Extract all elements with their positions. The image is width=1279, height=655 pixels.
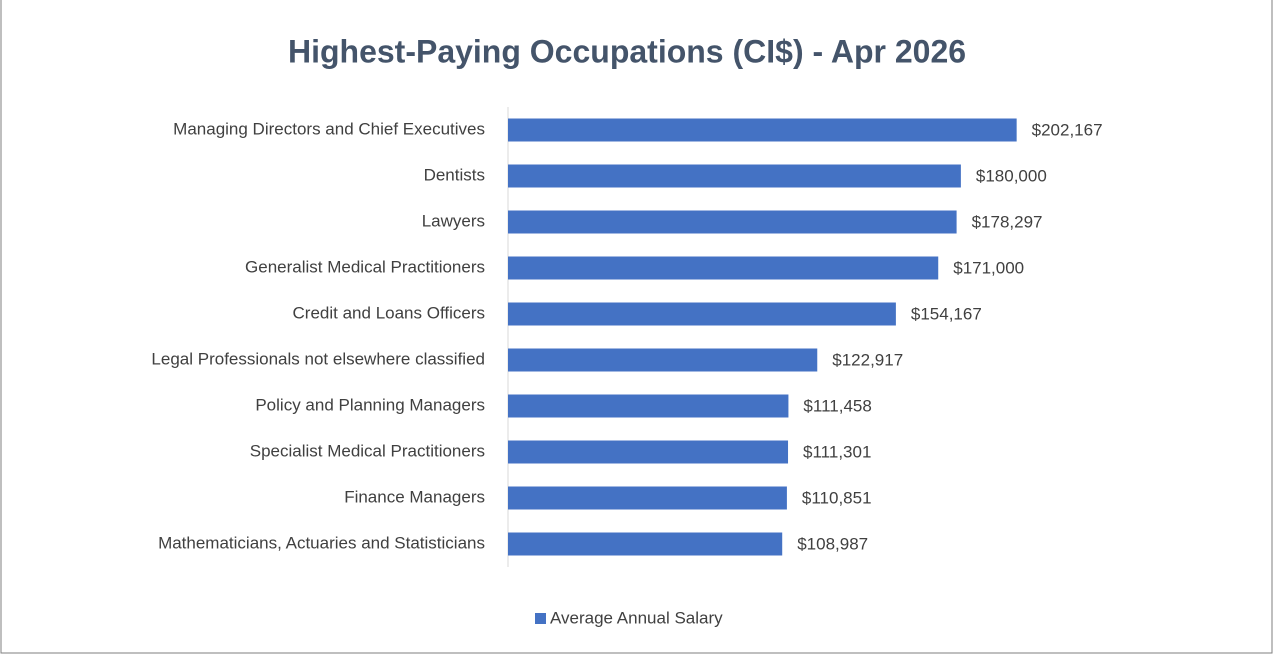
bar <box>508 210 957 234</box>
data-label: $154,167 <box>911 304 982 323</box>
data-label: $202,167 <box>1032 120 1103 139</box>
bar <box>508 532 783 556</box>
bar <box>508 486 787 510</box>
data-label: $171,000 <box>953 258 1024 277</box>
data-label: $111,458 <box>803 396 871 415</box>
data-label: $111,301 <box>803 442 871 461</box>
y-tick-label: Legal Professionals not elsewhere classi… <box>151 349 485 368</box>
bar <box>508 118 1017 142</box>
data-label: $178,297 <box>972 212 1043 231</box>
y-tick-label: Finance Managers <box>344 487 485 506</box>
y-tick-label: Specialist Medical Practitioners <box>250 441 485 460</box>
y-tick-label: Mathematicians, Actuaries and Statistici… <box>158 533 485 552</box>
y-tick-label: Managing Directors and Chief Executives <box>173 119 485 138</box>
legend-swatch <box>535 613 546 624</box>
y-tick-label: Dentists <box>424 165 485 184</box>
data-label: $180,000 <box>976 166 1047 185</box>
chart-title: Highest-Paying Occupations (CI$) - Apr 2… <box>288 33 966 69</box>
data-label: $122,917 <box>832 350 903 369</box>
bar <box>508 348 818 372</box>
data-label: $108,987 <box>797 534 868 553</box>
data-label: $110,851 <box>802 488 872 507</box>
y-tick-label: Credit and Loans Officers <box>293 303 485 322</box>
y-tick-label: Generalist Medical Practitioners <box>245 257 485 276</box>
bar <box>508 164 961 188</box>
bar <box>508 440 789 464</box>
legend-label: Average Annual Salary <box>550 608 723 627</box>
y-tick-label: Policy and Planning Managers <box>255 395 485 414</box>
bar <box>508 256 939 280</box>
bar <box>508 302 896 326</box>
y-tick-label: Lawyers <box>422 211 485 230</box>
bar <box>508 394 789 418</box>
